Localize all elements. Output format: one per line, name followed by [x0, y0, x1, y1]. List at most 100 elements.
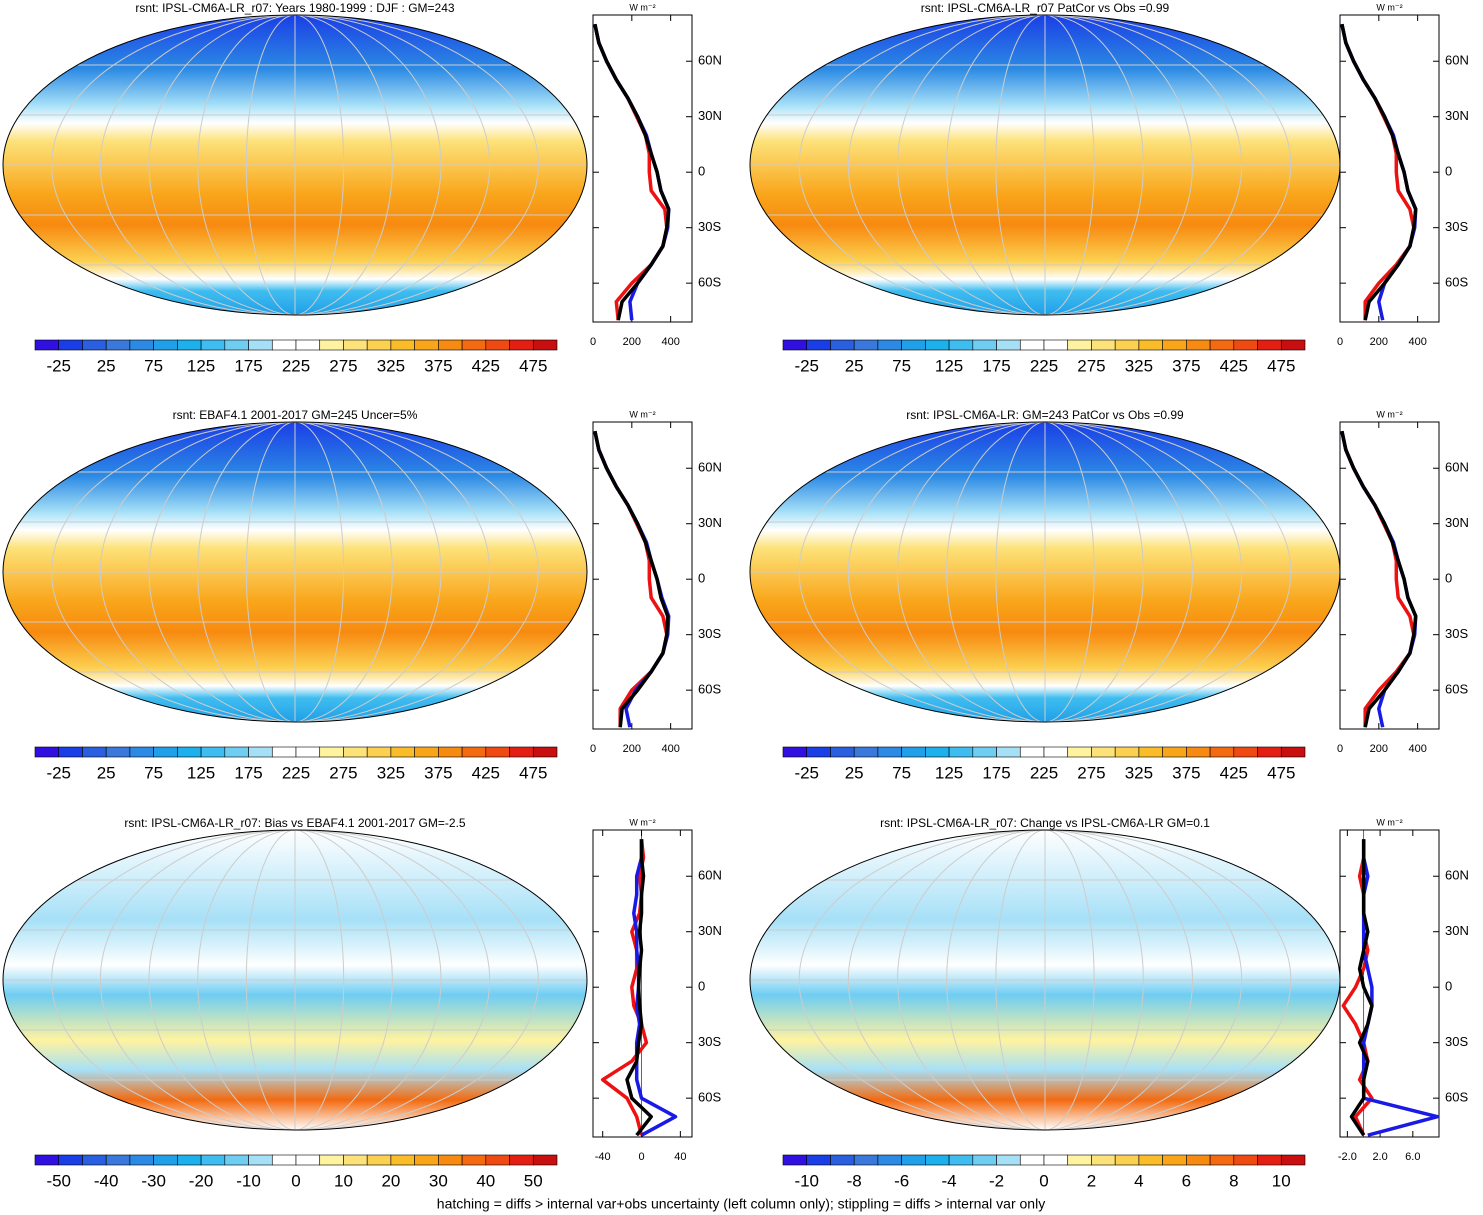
colorbar-box	[1091, 1154, 1116, 1166]
colorbar-label: 225	[282, 356, 310, 375]
colorbar-box	[853, 1154, 879, 1166]
colorbar-box	[224, 746, 249, 758]
colorbar-box	[295, 339, 321, 351]
graticule	[847, 830, 1243, 1130]
colorbar-label: 10	[1272, 1171, 1291, 1190]
zonal-line	[593, 23, 671, 321]
colorbar-box	[1280, 1154, 1306, 1166]
colorbar-box	[1162, 746, 1187, 758]
colorbar-label: 25	[97, 356, 116, 375]
panel-title: rsnt: EBAF4.1 2001-2017 GM=245 Uncer=5%	[173, 408, 418, 422]
colorbar-label: 75	[892, 356, 911, 375]
colorbar-box	[853, 339, 879, 351]
y-tick-label: 30S	[698, 1034, 721, 1049]
y-tick-label: 0	[1445, 164, 1452, 179]
colorbar-label: 75	[144, 356, 163, 375]
colorbar-label: -2	[989, 1171, 1004, 1190]
colorbar-box	[485, 1154, 510, 1166]
colorbar-box	[1114, 1154, 1140, 1166]
colorbar-box	[34, 746, 60, 758]
colorbar-box	[925, 1154, 950, 1166]
colorbar-label: -10	[794, 1171, 819, 1190]
colorbar-box	[509, 746, 534, 758]
colorbar-box	[248, 339, 273, 351]
colorbar-box	[485, 746, 510, 758]
colorbar-box	[461, 746, 487, 758]
colorbar-box	[1043, 746, 1069, 758]
colorbar-box	[295, 1154, 321, 1166]
colorbar-box	[438, 339, 463, 351]
colorbar-box	[877, 746, 902, 758]
colorbar-label: 225	[1030, 356, 1058, 375]
colorbar-box	[1067, 339, 1092, 351]
colorbar-box	[343, 339, 368, 351]
colorbar-box	[248, 746, 273, 758]
colorbar-box	[200, 1154, 226, 1166]
colorbar-label: 475	[1267, 356, 1295, 375]
colorbar-label: 125	[935, 356, 963, 375]
colorbar-box	[782, 746, 808, 758]
y-tick-label: 30N	[1445, 923, 1469, 938]
colorbar-box	[34, 1154, 60, 1166]
colorbar-label: -50	[46, 1171, 71, 1190]
colorbar-box	[58, 339, 83, 351]
colorbar-box	[1019, 339, 1045, 351]
colorbar-box	[509, 339, 534, 351]
colorbar-box	[806, 746, 831, 758]
graticule	[897, 15, 1193, 315]
y-tick-label: 60S	[698, 275, 721, 290]
colorbar-label: -20	[189, 1171, 214, 1190]
y-tick-label: 60N	[1445, 460, 1469, 475]
panel-title: rsnt: IPSL-CM6A-LR_r07: Years 1980-1999 …	[135, 1, 454, 15]
colorbar-box	[996, 746, 1021, 758]
y-tick-label: 60N	[698, 868, 722, 883]
x-tick-label: 400	[661, 336, 679, 348]
colorbar-box	[1067, 746, 1092, 758]
colorbar-box	[200, 339, 226, 351]
y-tick-label: 60N	[1445, 53, 1469, 68]
colorbar-box	[438, 1154, 463, 1166]
colorbar-box	[925, 339, 950, 351]
colorbar-box	[1114, 746, 1140, 758]
x-tick-label: 200	[623, 743, 641, 755]
colorbar-box	[414, 746, 439, 758]
graticule	[148, 830, 442, 1130]
graticule	[897, 422, 1193, 722]
zonal-line	[1349, 839, 1374, 1137]
colorbar-box	[1162, 339, 1187, 351]
colorbar-box	[972, 339, 997, 351]
map-outline	[2, 14, 588, 316]
colorbar-box	[105, 339, 131, 351]
y-tick-label: 30N	[698, 515, 722, 530]
colorbar-box	[1091, 746, 1116, 758]
graticule	[51, 15, 539, 315]
colorbar-label: 475	[1267, 763, 1295, 782]
colorbar-box	[319, 746, 344, 758]
colorbar-box	[343, 746, 368, 758]
y-tick-label: 0	[698, 164, 705, 179]
map-outline	[2, 421, 588, 723]
map	[750, 15, 1340, 315]
colorbar-box	[1138, 1154, 1163, 1166]
colorbar-label: 175	[234, 356, 262, 375]
graticule	[99, 422, 491, 722]
x-tick-label: 0	[590, 336, 596, 348]
zonal-line	[1340, 23, 1418, 321]
colorbar-box	[366, 339, 392, 351]
zonal-frame	[1339, 14, 1440, 323]
colorbar-label: -40	[94, 1171, 119, 1190]
colorbar-label: 325	[377, 356, 405, 375]
y-tick-label: 60N	[698, 460, 722, 475]
y-tick-label: 60N	[698, 53, 722, 68]
colorbar-box	[390, 339, 415, 351]
y-tick-label: 60S	[1445, 275, 1468, 290]
graticule	[847, 15, 1243, 315]
colorbar-box	[830, 1154, 855, 1166]
colorbar-label: 475	[519, 763, 547, 782]
colorbar-label: 125	[935, 763, 963, 782]
colorbar-label: -30	[141, 1171, 166, 1190]
graticule	[847, 422, 1243, 722]
graticule	[946, 15, 1144, 315]
colorbar-box	[532, 746, 558, 758]
colorbar-box	[1067, 1154, 1092, 1166]
